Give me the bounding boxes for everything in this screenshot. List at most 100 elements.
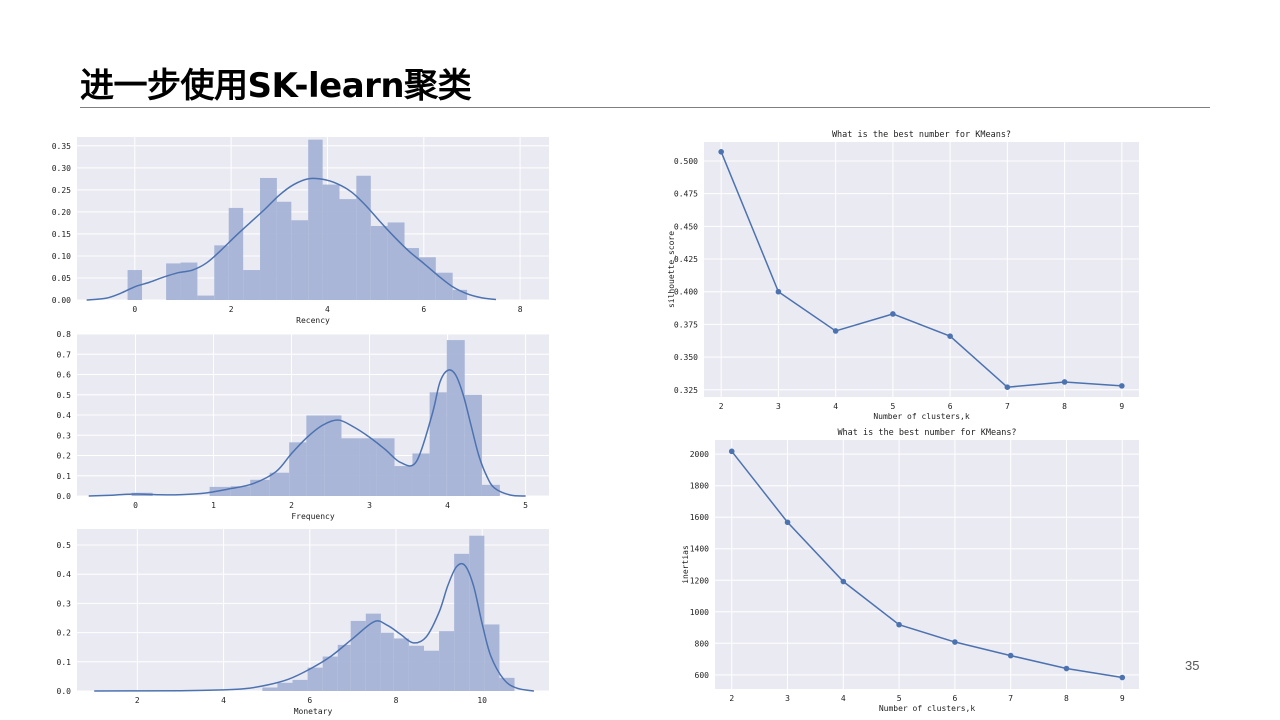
histogram-bar xyxy=(481,484,500,496)
histogram-bar xyxy=(131,492,153,496)
data-point xyxy=(890,311,896,317)
x-axis-label: Number of clusters,k xyxy=(879,704,976,713)
plot-area xyxy=(77,137,549,300)
x-tick-label: 8 xyxy=(394,696,399,705)
histogram-bar xyxy=(452,289,468,300)
histogram-bar xyxy=(394,466,413,496)
y-tick-label: 0.2 xyxy=(57,629,72,638)
x-tick-label: 2 xyxy=(289,501,294,510)
data-point xyxy=(1061,379,1068,385)
histogram-bar xyxy=(289,442,307,496)
x-tick-label: 6 xyxy=(952,694,957,703)
x-tick-label: 2 xyxy=(135,696,140,705)
histogram-bar xyxy=(262,687,278,691)
histogram-bar xyxy=(408,645,424,691)
data-point xyxy=(1004,384,1011,390)
y-tick-label: 1800 xyxy=(690,482,709,491)
y-axis-label: silhouette_score xyxy=(667,231,676,308)
data-point xyxy=(840,578,847,585)
histogram-bar xyxy=(307,667,323,691)
histogram-bar xyxy=(499,677,515,691)
x-tick-label: 4 xyxy=(325,305,330,314)
y-tick-label: 800 xyxy=(695,639,710,648)
y-tick-label: 0.05 xyxy=(52,274,71,283)
x-tick-label: 10 xyxy=(477,696,487,705)
y-tick-label: 0.5 xyxy=(57,541,72,550)
x-axis-label: Recency xyxy=(296,316,330,325)
y-tick-label: 0.450 xyxy=(674,222,698,231)
y-tick-label: 0.0 xyxy=(57,687,72,696)
x-tick-label: 2 xyxy=(729,694,734,703)
y-tick-label: 0.400 xyxy=(674,288,698,297)
plot-area xyxy=(77,334,549,496)
x-tick-label: 5 xyxy=(897,694,902,703)
histogram-bar xyxy=(260,177,277,300)
y-tick-label: 0.375 xyxy=(674,320,698,329)
histogram-bar xyxy=(292,679,308,691)
histogram-bar xyxy=(365,613,381,691)
x-tick-label: 8 xyxy=(518,305,523,314)
histogram-bar xyxy=(337,644,351,691)
x-axis-label: Frequency xyxy=(291,512,335,521)
histogram-bar xyxy=(464,394,482,496)
histogram-bar xyxy=(387,222,405,300)
chart-title: What is the best number for KMeans? xyxy=(832,130,1011,140)
x-tick-label: 2 xyxy=(229,305,234,314)
y-tick-label: 0.00 xyxy=(52,296,71,305)
y-tick-label: 0.325 xyxy=(674,386,698,395)
y-tick-label: 0.4 xyxy=(57,570,72,579)
x-tick-label: 7 xyxy=(1005,402,1010,411)
histogram-bar xyxy=(429,392,447,496)
y-tick-label: 0.3 xyxy=(57,599,72,608)
y-tick-label: 1200 xyxy=(690,576,709,585)
data-point xyxy=(1119,674,1126,681)
y-tick-label: 0.1 xyxy=(57,658,72,667)
y-tick-label: 0.3 xyxy=(57,431,72,440)
kde-curve xyxy=(86,177,497,301)
data-point xyxy=(832,328,839,334)
histogram-bar xyxy=(322,656,338,691)
series-line xyxy=(720,151,1122,388)
y-tick-label: 1400 xyxy=(690,545,709,554)
histogram-bar xyxy=(276,201,292,300)
y-tick-label: 0.30 xyxy=(52,164,71,173)
histogram-bar xyxy=(230,486,251,496)
histogram-bar xyxy=(322,184,340,300)
y-tick-label: 0.500 xyxy=(674,157,698,166)
histogram-bar xyxy=(439,631,455,691)
histogram-bar xyxy=(341,438,360,496)
x-tick-label: 6 xyxy=(948,402,953,411)
histogram-bar xyxy=(435,272,453,300)
histogram-bar xyxy=(269,472,290,496)
x-tick-label: 4 xyxy=(445,501,450,510)
x-axis-label: Number of clusters,k xyxy=(873,412,970,421)
histogram-bar xyxy=(166,263,181,300)
y-tick-label: 0.2 xyxy=(57,452,72,461)
data-point xyxy=(1063,665,1070,672)
histogram-bar xyxy=(308,139,323,300)
kde-curve xyxy=(88,369,526,497)
plot-area xyxy=(704,142,1139,397)
x-tick-label: 3 xyxy=(785,694,790,703)
histogram-bar xyxy=(350,620,366,691)
histogram-bar xyxy=(306,415,325,496)
page-number: 35 xyxy=(1185,658,1200,673)
y-tick-label: 1600 xyxy=(690,513,709,522)
y-tick-label: 0.25 xyxy=(52,186,71,195)
histogram-bar xyxy=(454,553,470,691)
y-tick-label: 0.475 xyxy=(674,190,698,199)
y-tick-label: 0.350 xyxy=(674,353,698,362)
title-divider xyxy=(80,107,1210,108)
x-tick-label: 9 xyxy=(1119,402,1124,411)
y-tick-label: 0.425 xyxy=(674,255,698,264)
data-point xyxy=(896,621,902,628)
x-tick-label: 5 xyxy=(523,501,528,510)
chart-title: What is the best number for KMeans? xyxy=(837,428,1016,438)
kde-curve xyxy=(94,562,535,692)
y-tick-label: 2000 xyxy=(690,450,709,459)
x-tick-label: 3 xyxy=(367,501,372,510)
